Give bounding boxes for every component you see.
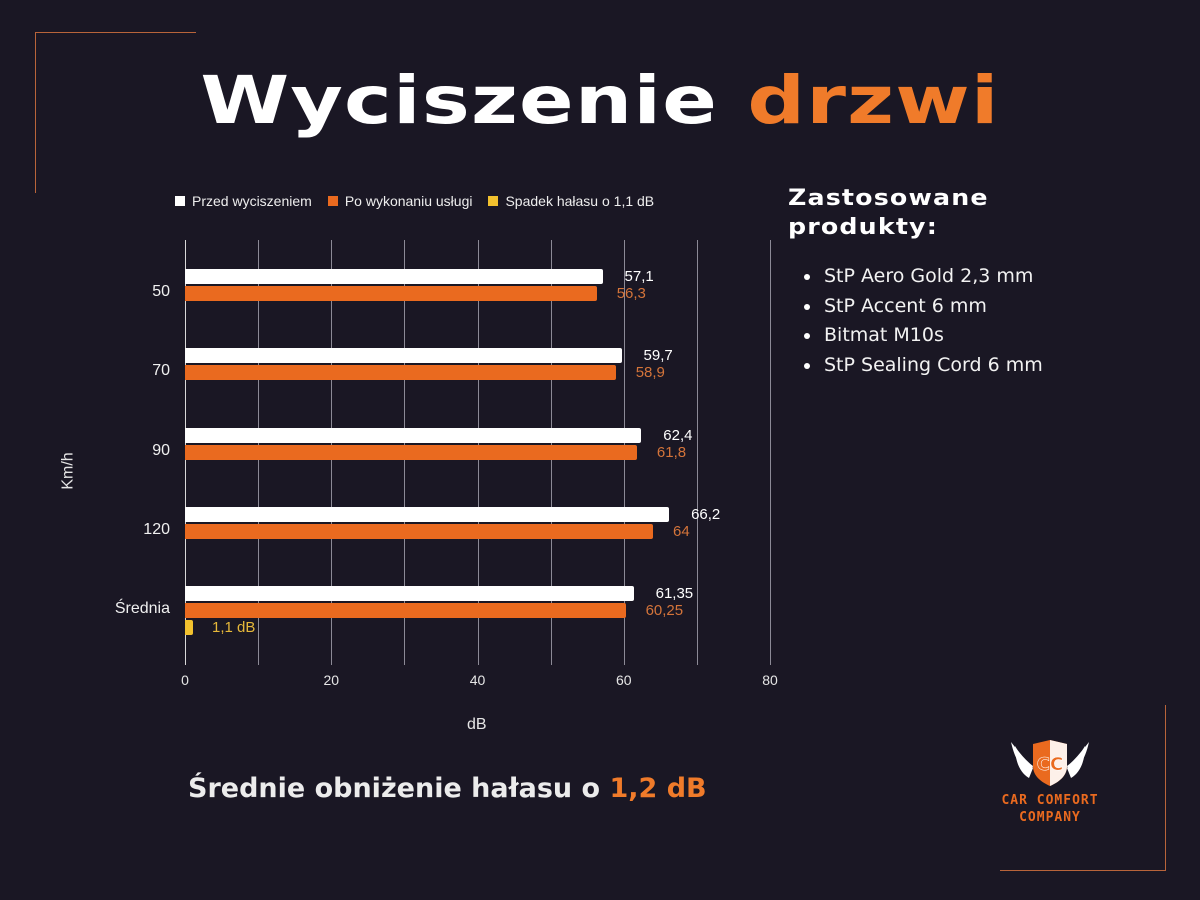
logo-line2: COMPANY xyxy=(1019,810,1081,825)
bar-orange xyxy=(185,524,653,539)
page-title: Wyciszenie drzwi xyxy=(0,62,1200,139)
products-list: StP Aero Gold 2,3 mm StP Accent 6 mm Bit… xyxy=(802,262,1043,380)
legend-swatch-icon xyxy=(327,196,338,206)
x-tick-label: 20 xyxy=(323,672,340,688)
gridline xyxy=(696,240,698,665)
products-heading-line1: Zastosowane xyxy=(788,186,989,211)
summary-label: Średnie obniżenie hałasu o xyxy=(188,773,610,804)
category-label: 90 xyxy=(152,442,170,459)
bar-orange xyxy=(185,603,626,618)
product-item: StP Sealing Cord 6 mm xyxy=(802,351,1043,381)
legend-label: Po wykonaniu usługi xyxy=(344,193,473,209)
product-item: StP Aero Gold 2,3 mm xyxy=(802,262,1043,292)
bar-value-label: 58,9 xyxy=(635,364,665,381)
bar-white xyxy=(185,269,603,284)
category-label: 70 xyxy=(152,362,170,379)
bar-orange xyxy=(185,445,637,460)
bar-value-label: 61,8 xyxy=(656,444,687,461)
legend-swatch-icon xyxy=(175,196,185,206)
x-tick-label: 80 xyxy=(762,672,778,688)
bar-white xyxy=(185,507,670,522)
legend-item: Spadek hałasu o 1,1 dB xyxy=(488,193,654,209)
bar-value-label: 56,3 xyxy=(616,285,646,302)
chart-legend: Przed wyciszeniem Po wykonaniu usługi Spad… xyxy=(175,193,654,209)
decorative-frame-top-left xyxy=(35,32,196,193)
category-label: 50 xyxy=(152,283,170,300)
bar-value-label: 64 xyxy=(673,523,690,540)
bar-white xyxy=(185,348,622,363)
category-label: 120 xyxy=(143,521,170,538)
bar-yellow xyxy=(185,620,194,635)
bar-value-label: 60,25 xyxy=(645,602,684,619)
legend-swatch-icon xyxy=(488,196,499,206)
gridline xyxy=(770,240,771,665)
x-tick-label: 40 xyxy=(469,672,486,688)
bar-orange xyxy=(185,286,597,301)
summary-highlight: 1,2 dB xyxy=(609,773,707,804)
bar-value-label: 1,1 dB xyxy=(212,619,256,636)
title-part-white: Wyciszenie xyxy=(200,62,719,139)
legend-item: Przed wyciszeniem xyxy=(175,193,312,209)
bar-value-label: 61,35 xyxy=(655,585,694,602)
logo-line1: CAR COMFORT xyxy=(1001,793,1099,808)
winged-shield-icon: CC xyxy=(1011,740,1089,786)
bar-value-label: 57,1 xyxy=(624,268,654,285)
products-heading-line2: produkty: xyxy=(788,215,938,240)
bar-orange xyxy=(185,365,616,380)
company-logo: CC CAR COMFORT COMPANY xyxy=(975,738,1125,830)
bar-value-label: 62,4 xyxy=(663,427,693,444)
x-axis-label: dB xyxy=(467,716,487,733)
legend-item: Po wykonaniu usługi xyxy=(327,193,473,209)
bar-white xyxy=(185,428,642,443)
x-tick-label: 0 xyxy=(181,672,189,688)
bar-value-label: 66,2 xyxy=(691,506,721,523)
title-part-orange: drzwi xyxy=(747,62,1000,139)
category-label: Średnia xyxy=(114,600,170,617)
products-heading: Zastosowane produkty: xyxy=(788,184,989,242)
y-axis-label: Km/h xyxy=(59,452,77,490)
chart-plot-area: 57,1 56,3 59,7 58,9 62,4 61,8 66,2 64 61,35 60,25… xyxy=(185,240,771,665)
bar-value-label: 59,7 xyxy=(643,347,673,364)
legend-label: Spadek hałasu o 1,1 dB xyxy=(505,193,655,209)
summary-text: Średnie obniżenie hałasu o 1,2 dB xyxy=(188,773,707,804)
bar-white xyxy=(185,586,634,601)
svg-text:CC: CC xyxy=(1037,754,1063,775)
x-tick-label: 60 xyxy=(615,672,632,688)
legend-label: Przed wyciszeniem xyxy=(192,193,312,209)
product-item: StP Accent 6 mm xyxy=(802,292,1043,322)
product-item: Bitmat M10s xyxy=(802,321,1043,351)
decorative-frame-bottom-right xyxy=(1000,705,1166,871)
